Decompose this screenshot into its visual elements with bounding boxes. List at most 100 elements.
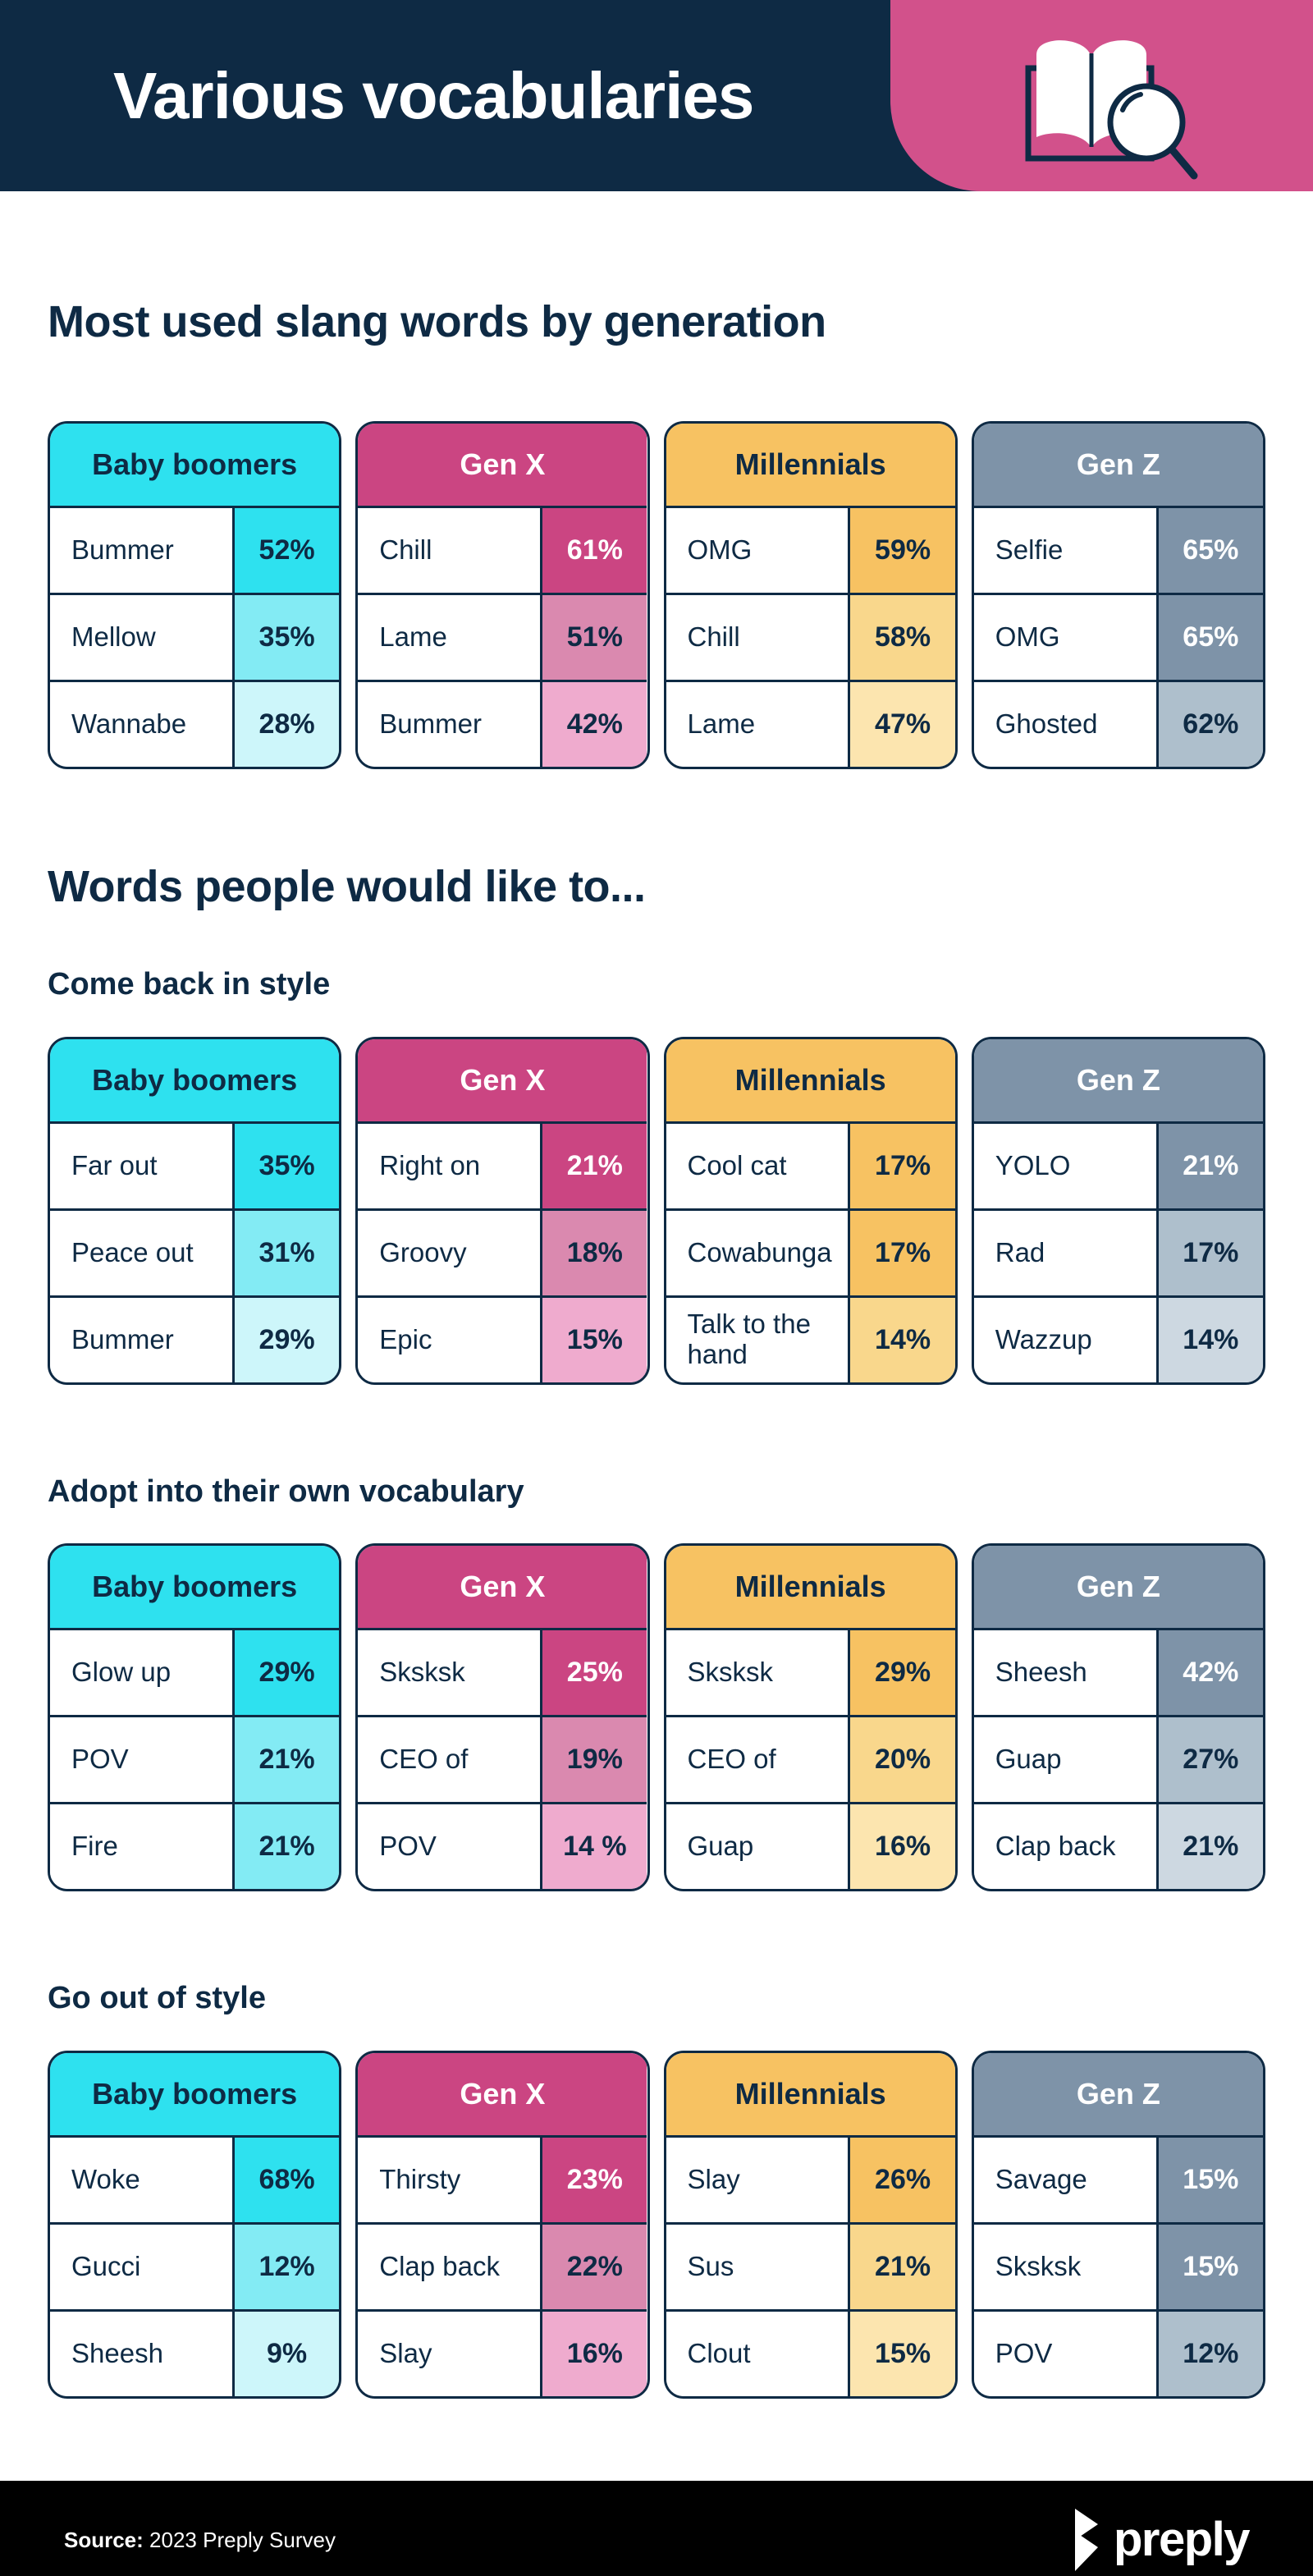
footer: Source: 2023 Preply Survey preply xyxy=(0,2480,1313,2576)
word-cell: POV xyxy=(50,1715,232,1803)
brand-lockup: preply xyxy=(1074,2509,1251,2572)
value-cell: 12% xyxy=(1155,2308,1263,2396)
preply-logo-icon xyxy=(1074,2509,1098,2572)
value-cell: 19% xyxy=(540,1715,647,1803)
table-gen-x: Gen X Right on 21% Groovy 18% Epic 15% xyxy=(355,1036,650,1385)
word-cell: OMG xyxy=(666,506,849,594)
value-cell: 17% xyxy=(1155,1208,1263,1295)
source-label: Source: xyxy=(64,2527,144,2552)
table-millennials: Millennials Sksksk 29% CEO of 20% Guap 16% xyxy=(663,1543,958,1892)
value-cell: 16% xyxy=(848,1802,955,1890)
word-cell: Slay xyxy=(358,2308,541,2396)
generation-tables: Baby boomers Woke 68% Gucci 12% Sheesh 9% Gen X… xyxy=(48,2050,1265,2399)
word-cell: CEO of xyxy=(666,1715,849,1803)
value-cell: 15% xyxy=(1155,2134,1263,2222)
value-cell: 21% xyxy=(540,1121,647,1208)
value-cell: 31% xyxy=(231,1208,340,1295)
generation-tables: Baby boomers Bummer 52% Mellow 35% Wannabe 28%… xyxy=(48,421,1265,770)
value-cell: 21% xyxy=(848,2221,955,2309)
table-header-gen-z: Gen Z xyxy=(973,1038,1263,1121)
table-millennials: Millennials Cool cat 17% Cowabunga 17% Talk t… xyxy=(663,1036,958,1385)
word-cell: Cowabunga xyxy=(666,1208,849,1295)
word-cell: Sheesh xyxy=(50,2308,232,2396)
value-cell: 17% xyxy=(848,1121,955,1208)
value-cell: 26% xyxy=(848,2134,955,2222)
word-cell: Sus xyxy=(666,2221,849,2309)
value-cell: 29% xyxy=(231,1295,340,1382)
word-cell: Sksksk xyxy=(666,1628,849,1716)
word-cell: Sksksk xyxy=(973,2221,1156,2309)
value-cell: 35% xyxy=(231,1121,340,1208)
table-gen-x: Gen X Chill 61% Lame 51% Bummer 42% xyxy=(355,421,650,770)
value-cell: 47% xyxy=(848,680,955,768)
value-cell: 15% xyxy=(540,1295,647,1382)
word-cell: Clap back xyxy=(973,1802,1156,1890)
word-cell: POV xyxy=(973,2308,1156,2396)
value-cell: 21% xyxy=(1155,1121,1263,1208)
table-gen-z: Gen Z Selfie 65% OMG 65% Ghosted 62% xyxy=(971,421,1265,770)
value-cell: 21% xyxy=(231,1802,340,1890)
table-header-gen-z: Gen Z xyxy=(973,424,1263,506)
word-cell: Far out xyxy=(50,1121,232,1208)
word-cell: Sheesh xyxy=(973,1628,1156,1716)
table-header-gen-x: Gen X xyxy=(358,424,647,506)
value-cell: 9% xyxy=(231,2308,340,2396)
value-cell: 12% xyxy=(231,2221,340,2309)
table-gen-z: Gen Z Savage 15% Sksksk 15% POV 12% xyxy=(971,2050,1265,2399)
table-baby-boomers: Baby boomers Far out 35% Peace out 31% Bummer… xyxy=(48,1036,342,1385)
table-header-gen-x: Gen X xyxy=(358,1546,647,1629)
generation-tables: Baby boomers Far out 35% Peace out 31% Bummer… xyxy=(48,1036,1265,1385)
value-cell: 23% xyxy=(540,2134,647,2222)
table-gen-z: Gen Z Sheesh 42% Guap 27% Clap back 21% xyxy=(971,1543,1265,1892)
value-cell: 16% xyxy=(540,2308,647,2396)
word-cell: Thirsty xyxy=(358,2134,541,2222)
word-cell: Bummer xyxy=(358,680,541,768)
source-note: Source: 2023 Preply Survey xyxy=(64,2528,336,2553)
value-cell: 14% xyxy=(848,1295,955,1382)
word-cell: Peace out xyxy=(50,1208,232,1295)
table-header-millennials: Millennials xyxy=(666,1546,955,1629)
source-text: 2023 Preply Survey xyxy=(149,2527,336,2552)
table-header-baby-boomers: Baby boomers xyxy=(50,1038,340,1121)
value-cell: 42% xyxy=(540,680,647,768)
word-cell: Woke xyxy=(50,2134,232,2222)
word-cell: Clout xyxy=(666,2308,849,2396)
table-header-gen-z: Gen Z xyxy=(973,2052,1263,2135)
word-cell: YOLO xyxy=(973,1121,1156,1208)
value-cell: 18% xyxy=(540,1208,647,1295)
word-cell: Epic xyxy=(358,1295,541,1382)
value-cell: 25% xyxy=(540,1628,647,1716)
section-heading: Words people would like to... xyxy=(48,862,646,912)
word-cell: Bummer xyxy=(50,506,232,594)
value-cell: 61% xyxy=(540,506,647,594)
value-cell: 22% xyxy=(540,2221,647,2309)
value-cell: 14 % xyxy=(540,1802,647,1890)
sections-root: Most used slang words by generation Baby … xyxy=(48,296,1265,2399)
word-cell: Guap xyxy=(973,1715,1156,1803)
value-cell: 20% xyxy=(848,1715,955,1803)
page-title: Various vocabularies xyxy=(113,58,754,132)
table-millennials: Millennials OMG 59% Chill 58% Lame 47% xyxy=(663,421,958,770)
word-cell: Savage xyxy=(973,2134,1156,2222)
generation-tables: Baby boomers Glow up 29% POV 21% Fire 21% Gen X… xyxy=(48,1543,1265,1892)
word-cell: Wannabe xyxy=(50,680,232,768)
table-header-gen-x: Gen X xyxy=(358,1038,647,1121)
value-cell: 29% xyxy=(848,1628,955,1716)
word-cell: Chill xyxy=(666,593,849,681)
hero-header: Various vocabularies xyxy=(0,0,1313,191)
word-cell: Guap xyxy=(666,1802,849,1890)
brand-wordmark: preply xyxy=(1113,2513,1251,2567)
sub-heading: Come back in style xyxy=(48,967,331,1002)
word-cell: Groovy xyxy=(358,1208,541,1295)
word-cell: Gucci xyxy=(50,2221,232,2309)
value-cell: 52% xyxy=(231,506,340,594)
sub-heading: Go out of style xyxy=(48,1981,266,2016)
word-cell: Mellow xyxy=(50,593,232,681)
table-gen-x: Gen X Thirsty 23% Clap back 22% Slay 16% xyxy=(355,2050,650,2399)
value-cell: 62% xyxy=(1155,680,1263,768)
table-baby-boomers: Baby boomers Woke 68% Gucci 12% Sheesh 9% xyxy=(48,2050,342,2399)
table-header-millennials: Millennials xyxy=(666,2052,955,2135)
value-cell: 65% xyxy=(1155,593,1263,681)
value-cell: 51% xyxy=(540,593,647,681)
value-cell: 42% xyxy=(1155,1628,1263,1716)
